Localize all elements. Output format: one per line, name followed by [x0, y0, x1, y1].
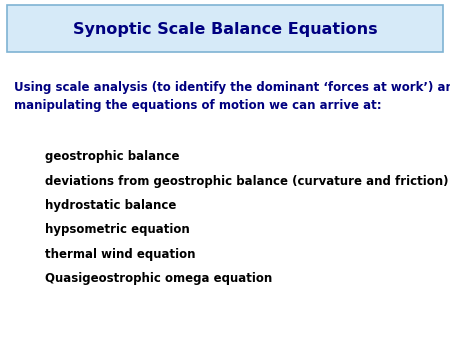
Text: Quasigeostrophic omega equation: Quasigeostrophic omega equation [45, 272, 272, 285]
Text: hydrostatic balance: hydrostatic balance [45, 199, 176, 212]
Text: Synoptic Scale Balance Equations: Synoptic Scale Balance Equations [73, 22, 377, 37]
FancyBboxPatch shape [7, 5, 443, 52]
Text: hypsometric equation: hypsometric equation [45, 223, 190, 236]
Text: Using scale analysis (to identify the dominant ‘forces at work’) and
manipulatin: Using scale analysis (to identify the do… [14, 81, 450, 112]
Text: deviations from geostrophic balance (curvature and friction): deviations from geostrophic balance (cur… [45, 175, 449, 188]
Text: thermal wind equation: thermal wind equation [45, 248, 195, 261]
Text: geostrophic balance: geostrophic balance [45, 150, 180, 163]
